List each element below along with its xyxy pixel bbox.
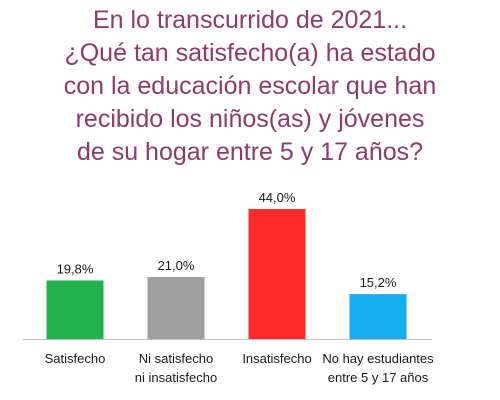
category-label: Ni satisfecho — [139, 351, 213, 366]
chart-title-line: con la educación escolar que han — [63, 72, 437, 100]
chart-title-line: recibido los niños(as) y jóvenes — [75, 105, 425, 133]
category-label: entre 5 y 17 años — [328, 370, 429, 385]
bar — [46, 280, 104, 339]
data-label: 21,0% — [158, 258, 195, 273]
chart-title: En lo transcurrido de 2021... ¿Qué tan s… — [0, 4, 500, 169]
category-label: No hay estudiantes — [322, 351, 434, 366]
bar — [147, 276, 205, 339]
category-label: Insatisfecho — [242, 351, 311, 366]
data-label: 15,2% — [360, 275, 397, 290]
chart-title-line: En lo transcurrido de 2021... — [92, 6, 408, 34]
data-label: 19,8% — [57, 262, 94, 277]
chart-title-line: de su hogar entre 5 y 17 años? — [76, 138, 424, 166]
category-label: ni insatisfecho — [135, 370, 217, 385]
bar — [349, 294, 407, 339]
bar — [248, 209, 306, 339]
category-label: Satisfecho — [45, 351, 106, 366]
chart-title-line: ¿Qué tan satisfecho(a) ha estado — [64, 39, 436, 67]
data-label: 44,0% — [259, 190, 296, 205]
